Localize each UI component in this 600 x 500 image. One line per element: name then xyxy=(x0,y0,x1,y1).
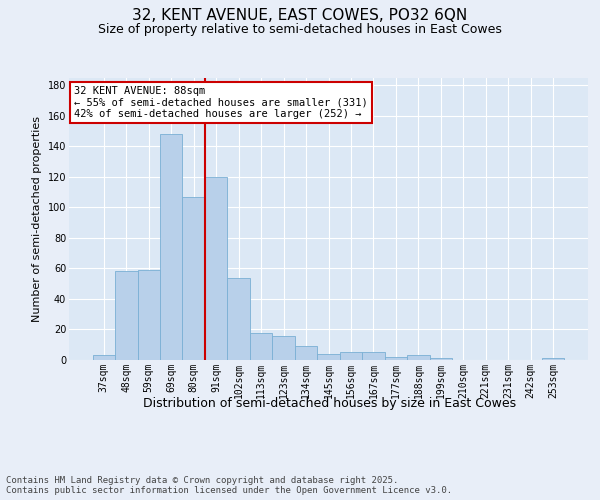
Bar xyxy=(115,272,137,360)
Bar xyxy=(542,358,565,360)
Text: 32, KENT AVENUE, EAST COWES, PO32 6QN: 32, KENT AVENUE, EAST COWES, PO32 6QN xyxy=(133,8,467,22)
Bar xyxy=(182,196,205,360)
Text: Size of property relative to semi-detached houses in East Cowes: Size of property relative to semi-detach… xyxy=(98,22,502,36)
Bar xyxy=(92,356,115,360)
Bar xyxy=(340,352,362,360)
Text: Contains HM Land Registry data © Crown copyright and database right 2025.
Contai: Contains HM Land Registry data © Crown c… xyxy=(6,476,452,495)
Text: 32 KENT AVENUE: 88sqm
← 55% of semi-detached houses are smaller (331)
42% of sem: 32 KENT AVENUE: 88sqm ← 55% of semi-deta… xyxy=(74,86,368,119)
Bar xyxy=(317,354,340,360)
Bar xyxy=(430,358,452,360)
Bar xyxy=(227,278,250,360)
Y-axis label: Number of semi-detached properties: Number of semi-detached properties xyxy=(32,116,42,322)
Bar xyxy=(160,134,182,360)
Bar xyxy=(205,177,227,360)
Bar xyxy=(407,356,430,360)
Bar xyxy=(137,270,160,360)
Bar xyxy=(295,346,317,360)
Text: Distribution of semi-detached houses by size in East Cowes: Distribution of semi-detached houses by … xyxy=(143,398,517,410)
Bar xyxy=(362,352,385,360)
Bar xyxy=(385,357,407,360)
Bar xyxy=(250,332,272,360)
Bar xyxy=(272,336,295,360)
